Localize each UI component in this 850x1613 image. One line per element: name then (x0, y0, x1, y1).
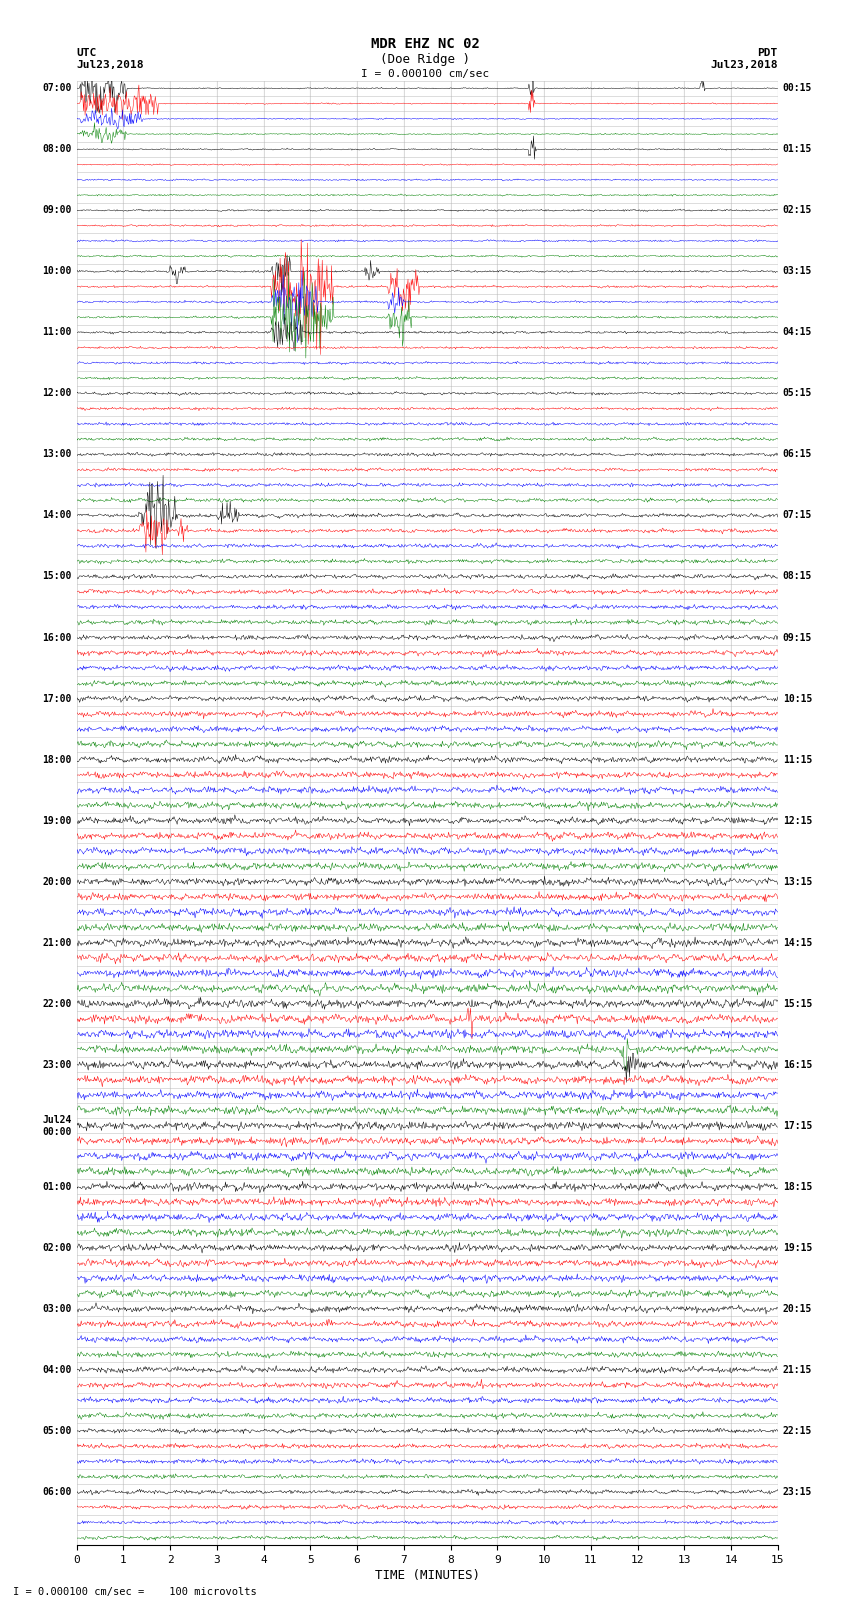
Text: 12:00: 12:00 (42, 389, 71, 398)
Text: 01:15: 01:15 (783, 144, 813, 155)
Text: 09:15: 09:15 (783, 632, 813, 642)
Text: 19:00: 19:00 (42, 816, 71, 826)
Text: 11:00: 11:00 (42, 327, 71, 337)
Text: 22:00: 22:00 (42, 998, 71, 1008)
Text: 05:00: 05:00 (42, 1426, 71, 1436)
Text: 15:00: 15:00 (42, 571, 71, 581)
Text: 12:15: 12:15 (783, 816, 813, 826)
Text: 22:15: 22:15 (783, 1426, 813, 1436)
Text: 14:00: 14:00 (42, 510, 71, 521)
Text: 23:00: 23:00 (42, 1060, 71, 1069)
Text: 06:15: 06:15 (783, 450, 813, 460)
Text: 10:15: 10:15 (783, 694, 813, 703)
Text: 13:00: 13:00 (42, 450, 71, 460)
Text: 02:15: 02:15 (783, 205, 813, 215)
Text: 08:00: 08:00 (42, 144, 71, 155)
Text: UTC
Jul23,2018: UTC Jul23,2018 (76, 48, 144, 69)
Text: 00:15: 00:15 (783, 84, 813, 94)
Text: 08:15: 08:15 (783, 571, 813, 581)
Text: 17:00: 17:00 (42, 694, 71, 703)
Text: PDT
Jul23,2018: PDT Jul23,2018 (711, 48, 778, 69)
Text: 07:00: 07:00 (42, 84, 71, 94)
Text: Jul24
00:00: Jul24 00:00 (42, 1115, 71, 1137)
Text: 23:15: 23:15 (783, 1487, 813, 1497)
Text: 09:00: 09:00 (42, 205, 71, 215)
X-axis label: TIME (MINUTES): TIME (MINUTES) (375, 1569, 479, 1582)
Text: 19:15: 19:15 (783, 1242, 813, 1253)
Text: 21:15: 21:15 (783, 1365, 813, 1374)
Text: 04:15: 04:15 (783, 327, 813, 337)
Text: 13:15: 13:15 (783, 876, 813, 887)
Text: 21:00: 21:00 (42, 937, 71, 947)
Text: 11:15: 11:15 (783, 755, 813, 765)
Text: 05:15: 05:15 (783, 389, 813, 398)
Text: I = 0.000100 cm/sec =    100 microvolts: I = 0.000100 cm/sec = 100 microvolts (13, 1587, 257, 1597)
Text: 16:00: 16:00 (42, 632, 71, 642)
Text: 18:15: 18:15 (783, 1182, 813, 1192)
Text: (Doe Ridge ): (Doe Ridge ) (380, 53, 470, 66)
Text: 07:15: 07:15 (783, 510, 813, 521)
Text: 16:15: 16:15 (783, 1060, 813, 1069)
Text: 04:00: 04:00 (42, 1365, 71, 1374)
Text: 06:00: 06:00 (42, 1487, 71, 1497)
Text: 03:00: 03:00 (42, 1303, 71, 1313)
Text: MDR EHZ NC 02: MDR EHZ NC 02 (371, 37, 479, 52)
Text: 02:00: 02:00 (42, 1242, 71, 1253)
Text: 20:15: 20:15 (783, 1303, 813, 1313)
Text: 03:15: 03:15 (783, 266, 813, 276)
Text: 14:15: 14:15 (783, 937, 813, 947)
Text: I = 0.000100 cm/sec: I = 0.000100 cm/sec (361, 69, 489, 79)
Text: 17:15: 17:15 (783, 1121, 813, 1131)
Text: 20:00: 20:00 (42, 876, 71, 887)
Text: 01:00: 01:00 (42, 1182, 71, 1192)
Text: 10:00: 10:00 (42, 266, 71, 276)
Text: 18:00: 18:00 (42, 755, 71, 765)
Text: 15:15: 15:15 (783, 998, 813, 1008)
